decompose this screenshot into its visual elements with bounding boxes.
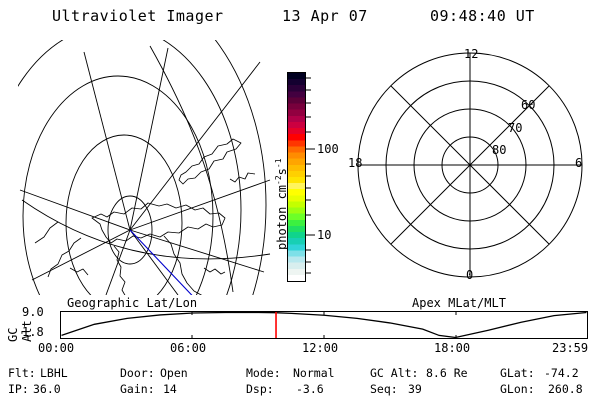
geo-graticule-a [21, 199, 271, 260]
geo-meridian-8 [83, 51, 131, 231]
coastline-island-sw [69, 267, 89, 276]
altitude-tick-min: 1.8 [22, 325, 44, 339]
status-gain-label: Gain: [120, 382, 155, 396]
colorbar-tick-svg [305, 77, 315, 274]
observation-date: 13 Apr 07 [282, 7, 368, 25]
status-seq-value: 39 [408, 382, 422, 396]
status-glon-value: 260.8 [548, 382, 583, 396]
status-glon-label: GLon: [500, 382, 535, 396]
geographic-map-svg [18, 40, 271, 295]
status-door-label: Door: [120, 366, 155, 380]
colorbar-gradient [287, 72, 306, 282]
time-tick-1: 06:00 [170, 341, 207, 355]
terminator-line [129, 229, 193, 295]
time-tick-2: 12:00 [302, 341, 339, 355]
geo-meridian-3 [129, 229, 265, 273]
status-seq-label: Seq: [370, 382, 398, 396]
mlt-label-18: 18 [348, 156, 363, 170]
mlt-dial-svg [357, 52, 583, 278]
coastline-eurasia-north [91, 202, 226, 244]
geo-meridian-7 [19, 189, 131, 231]
time-tick-0: 00:00 [38, 341, 75, 355]
geo-lat-circle-60 [22, 75, 214, 295]
mlt-label-0: 0 [466, 268, 474, 282]
colorbar-label-100: 100 [317, 142, 339, 156]
colorbar-title-sup1: -2 [274, 175, 283, 185]
status-ip-value: 36.0 [33, 382, 61, 396]
altitude-curve [61, 311, 587, 339]
geo-lat-circle-50 [18, 40, 242, 295]
colorbar-ticks [305, 72, 335, 282]
geo-lat-circle-70 [65, 134, 183, 295]
instrument-title: Ultraviolet Imager [52, 7, 224, 25]
status-dsp-label: Dsp: [246, 382, 274, 396]
coastline-west-edge [34, 221, 59, 244]
status-door-value: Open [160, 366, 188, 380]
colorbar-label-10: 10 [317, 228, 332, 242]
status-dsp-value: -3.6 [296, 382, 324, 396]
mlat-label-80: 80 [492, 143, 507, 157]
status-flt-value: LBHL [40, 366, 68, 380]
mlt-label-12: 12 [464, 47, 479, 61]
colorbar[interactable] [287, 72, 306, 282]
status-gcalt-value: 8.6 Re [426, 366, 468, 380]
coastline-scandinavia [47, 237, 82, 278]
mlat-label-70: 70 [508, 121, 523, 135]
status-glat-label: GLat: [500, 366, 535, 380]
status-gcalt-label: GC Alt: [370, 366, 419, 380]
status-ip-label: IP: [8, 382, 29, 396]
altitude-strip-svg [60, 311, 588, 339]
status-glat-value: -74.2 [544, 366, 579, 380]
right-panel-title: Apex MLat/MLT [412, 296, 506, 310]
status-mode-label: Mode: [246, 366, 281, 380]
coastline-siberia-coast [163, 235, 203, 295]
left-panel-title: Geographic Lat/Lon [67, 296, 198, 310]
mlt-dial-panel [355, 50, 585, 290]
geo-meridian-9 [129, 47, 169, 231]
altitude-tick-max: 9.0 [22, 305, 44, 319]
coastline-arctic-isles [229, 172, 256, 183]
status-flt-label: Flt: [8, 366, 36, 380]
geo-meridian-1 [129, 61, 261, 231]
time-tick-4: 23:59 [552, 341, 589, 355]
mlt-label-6: 6 [575, 156, 583, 170]
geo-graticule-b [149, 45, 234, 293]
geo-meridian-4 [129, 229, 179, 295]
time-tick-3: 18:00 [434, 341, 471, 355]
coastline-greenland [178, 138, 242, 185]
geo-lat-circle-80 [107, 195, 153, 265]
geographic-map-panel [18, 40, 273, 295]
altitude-strip-plot[interactable] [60, 311, 588, 339]
geo-meridian-2 [129, 179, 271, 231]
coastline-island-se [203, 267, 226, 275]
observation-time: 09:48:40 UT [430, 7, 535, 25]
geo-lat-circle-40 [214, 40, 267, 295]
geo-meridian-6 [31, 229, 131, 281]
colorbar-title-sup2: -1 [274, 158, 283, 169]
mlt-spoke-diag-b [390, 85, 550, 245]
mlat-label-60: 60 [521, 98, 536, 112]
coastline-eurasia-east [113, 245, 126, 295]
status-gain-value: 14 [163, 382, 177, 396]
status-mode-value: Normal [293, 366, 335, 380]
